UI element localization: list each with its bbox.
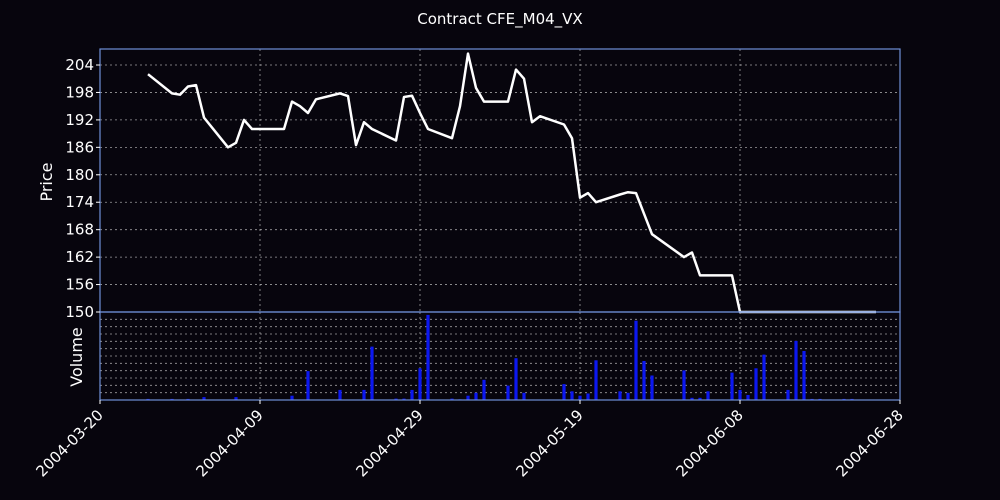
volume-bar (522, 392, 526, 400)
price-tick-label: 198 (65, 83, 94, 101)
volume-bar (394, 398, 398, 400)
volume-panel-frame (99, 311, 901, 401)
price-tick-label: 192 (65, 111, 94, 129)
volume-bar (586, 393, 590, 400)
volume-bar (786, 389, 790, 400)
volume-bar (794, 340, 798, 400)
volume-bar (290, 395, 294, 400)
volume-bar (482, 379, 486, 400)
volume-bar (682, 370, 686, 400)
x-tick-label: 2004-04-29 (352, 406, 426, 480)
volume-grid (99, 312, 901, 400)
volume-bar (570, 391, 574, 400)
volume-bar (418, 368, 422, 400)
volume-bar (594, 360, 598, 400)
x-tick-label: 2004-05-19 (512, 406, 586, 480)
price-tick-label: 156 (65, 276, 94, 294)
volume-bar (706, 391, 710, 400)
x-tick-label: 2004-04-09 (192, 406, 266, 480)
price-tick-label: 180 (65, 166, 94, 184)
volume-bar (618, 391, 622, 400)
volume-bar (762, 354, 766, 400)
chart-title: Contract CFE_M04_VX (417, 10, 582, 29)
price-tick-label: 174 (65, 193, 94, 211)
volume-axis-label: Volume (67, 327, 86, 387)
volume-bar (738, 389, 742, 400)
volume-bar (202, 397, 206, 400)
volume-bar (306, 371, 310, 400)
price-tick-label: 204 (65, 56, 94, 74)
volume-bar (634, 320, 638, 400)
price-panel-frame (99, 48, 901, 313)
volume-bar (802, 351, 806, 400)
volume-bar (506, 385, 510, 400)
volume-bar (730, 372, 734, 400)
volume-bar (626, 392, 630, 400)
x-tick-label: 2004-06-28 (832, 406, 906, 480)
volume-bar (642, 361, 646, 400)
volume-bars (146, 314, 854, 400)
volume-bar (410, 389, 414, 400)
volume-bar (562, 384, 566, 400)
price-tick-label: 150 (65, 303, 94, 321)
volume-bar (746, 395, 750, 400)
volume-bar (514, 358, 518, 400)
volume-bar (402, 398, 406, 400)
volume-bar (690, 397, 694, 400)
price-tick-label: 162 (65, 248, 94, 266)
price-tick-label: 168 (65, 221, 94, 239)
volume-bar (466, 395, 470, 400)
volume-bar (474, 392, 478, 400)
x-axis-ticks: 2004-03-20 2004-04-09 2004-04-29 2004-05-19… (32, 400, 907, 480)
price-axis-label: Price (37, 162, 56, 201)
volume-bar (650, 375, 654, 400)
volume-bar (362, 389, 366, 400)
price-grid (99, 49, 901, 313)
x-tick-label: 2004-06-08 (672, 406, 746, 480)
volume-bar (754, 368, 758, 400)
volume-bar (338, 389, 342, 400)
volume-bar (450, 398, 454, 400)
volume-bar (578, 395, 582, 400)
price-tick-label: 186 (65, 138, 94, 156)
volume-bar (370, 346, 374, 400)
volume-bar (698, 397, 702, 400)
volume-bar (234, 397, 238, 400)
volume-bar (426, 314, 430, 400)
x-tick-label: 2004-03-20 (32, 406, 106, 480)
price-y-ticks: 150 156 162 168 174 180 186 192 198 204 (65, 56, 100, 321)
